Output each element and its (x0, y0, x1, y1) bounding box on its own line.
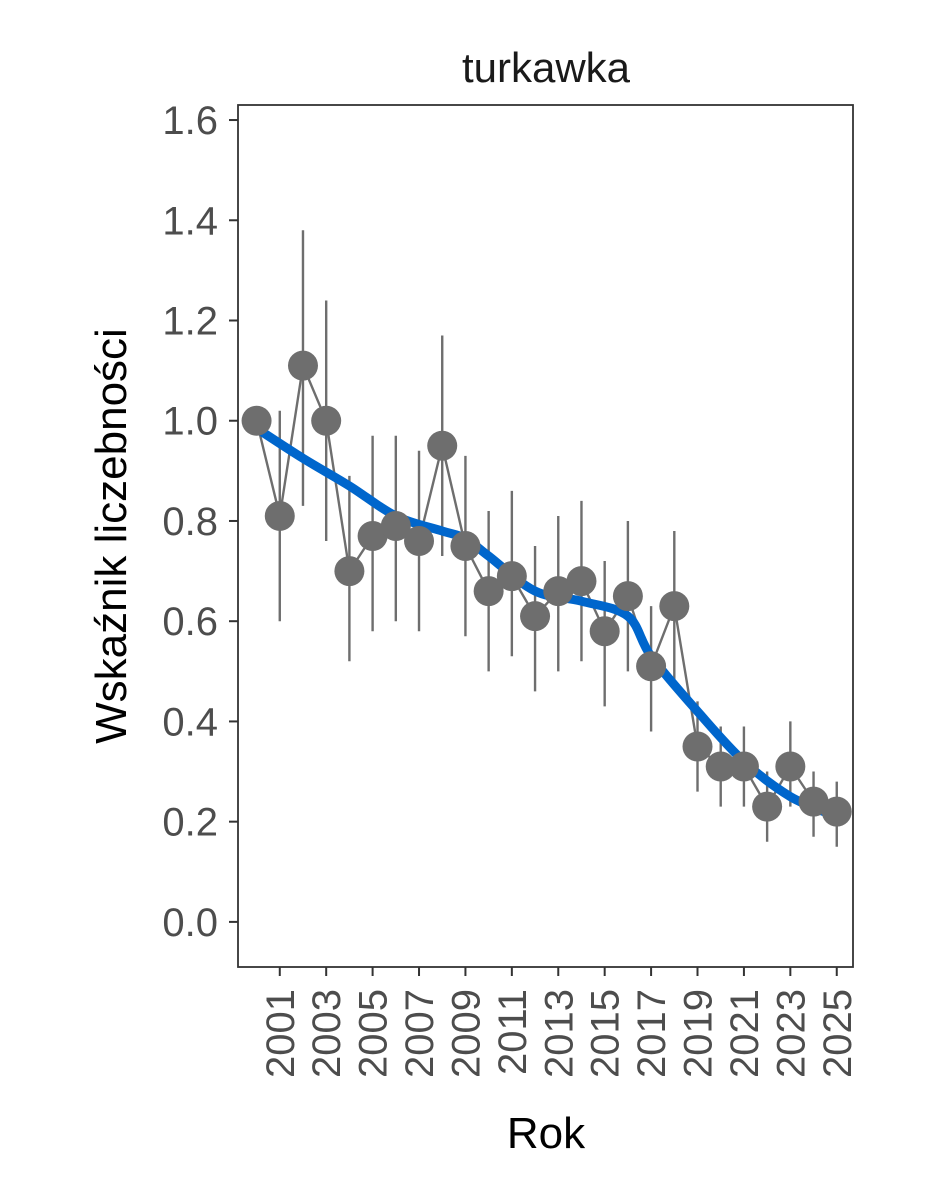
x-tick-label: 2011 (491, 989, 535, 1075)
y-tick-label: 1.0 (162, 400, 218, 444)
data-point (636, 651, 667, 682)
x-tick-label: 2003 (305, 989, 349, 1078)
data-point (752, 791, 783, 822)
x-tick-label: 2015 (584, 989, 628, 1078)
data-point (798, 786, 829, 817)
data-point (612, 581, 643, 612)
y-tick-label: 0.6 (162, 600, 218, 644)
data-point (775, 751, 806, 782)
plot-content (241, 230, 852, 847)
y-tick-label: 0.8 (162, 500, 218, 544)
data-point (705, 751, 736, 782)
x-axis-title: Rok (507, 1109, 586, 1158)
x-tick-label: 2009 (444, 989, 488, 1078)
data-point (380, 510, 411, 541)
data-point (682, 731, 713, 762)
data-point (496, 561, 527, 592)
x-tick-label: 2025 (816, 989, 860, 1078)
data-point (821, 796, 852, 827)
plot-panel (237, 104, 854, 968)
data-point (264, 500, 295, 531)
data-point (473, 576, 504, 607)
data-point (427, 430, 458, 461)
x-tick-label: 2021 (723, 989, 767, 1078)
data-point (241, 405, 272, 436)
y-axis: 0.0 0.2 0.4 0.6 0.8 1.0 1.2 1.4 1.6 (162, 99, 238, 945)
data-point (287, 350, 318, 381)
y-tick-label: 1.4 (162, 199, 218, 243)
y-tick-label: 0.2 (162, 801, 218, 845)
data-point (357, 521, 388, 551)
y-tick-label: 1.2 (162, 300, 218, 344)
data-point (404, 526, 435, 557)
x-tick-label: 2017 (630, 989, 674, 1078)
data-point (566, 566, 597, 597)
x-tick-label: 2019 (677, 989, 721, 1078)
x-tick-label: 2007 (398, 989, 442, 1078)
data-point (659, 591, 690, 622)
data-point (728, 751, 759, 782)
x-tick-label: 2013 (537, 989, 581, 1078)
chart-title: turkawka (462, 44, 631, 91)
data-point (520, 601, 551, 632)
y-tick-label: 0.4 (162, 700, 218, 744)
data-point (543, 576, 574, 607)
y-tick-label: 0.0 (162, 901, 218, 945)
trend-line (252, 423, 842, 822)
y-axis-title: Wskaźnik liczebności (87, 328, 136, 744)
x-tick-label: 2023 (769, 989, 813, 1078)
x-axis: 2001 2003 2005 2007 2009 2011 2013 2015 2017 2019… (259, 967, 860, 1078)
x-tick-label: 2001 (259, 989, 303, 1078)
y-tick-label: 1.6 (162, 99, 218, 143)
data-point (589, 616, 620, 647)
data-point (334, 556, 365, 587)
data-point (450, 531, 481, 562)
data-point (311, 405, 342, 436)
x-tick-label: 2005 (352, 989, 396, 1078)
